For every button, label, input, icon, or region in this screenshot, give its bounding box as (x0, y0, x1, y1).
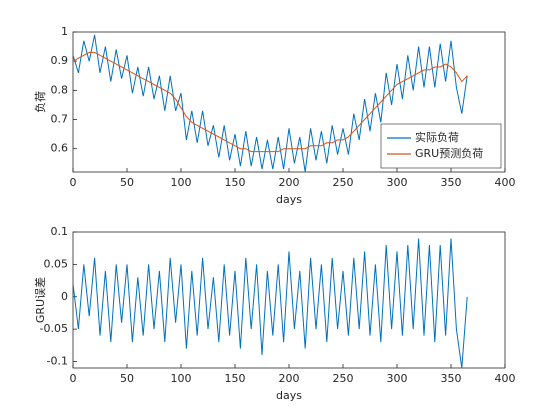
x-tick-label: 0 (70, 176, 77, 189)
y-tick-label: 0.8 (51, 83, 69, 96)
y-tick-label: 0.7 (51, 113, 69, 126)
y-tick-label: 0.6 (51, 142, 69, 155)
x-tick-label: 250 (333, 372, 354, 385)
x-tick-label: 50 (120, 176, 134, 189)
x-tick-label: 150 (225, 176, 246, 189)
x-tick-label: 0 (70, 372, 77, 385)
x-tick-label: 300 (387, 372, 408, 385)
x-tick-label: 400 (495, 372, 516, 385)
x-tick-label: 400 (495, 176, 516, 189)
series-line (73, 51, 468, 153)
legend-box (380, 123, 502, 169)
x-tick-label: 350 (441, 176, 462, 189)
x-tick-label: 100 (171, 372, 192, 385)
y-tick-label: -0.1 (47, 355, 68, 368)
series-line (73, 238, 468, 368)
y-tick-label: 0.9 (51, 54, 69, 67)
x-tick-label: 100 (171, 176, 192, 189)
y-axis-label: 负荷 (33, 91, 47, 113)
x-tick-label: 350 (441, 372, 462, 385)
y-tick-label: -0.05 (40, 322, 68, 335)
x-tick-label: 250 (333, 176, 354, 189)
legend-label: 实际负荷 (415, 130, 459, 144)
y-tick-label: 0.1 (51, 225, 69, 238)
x-tick-label: 200 (279, 372, 300, 385)
y-axis-label: GRU误差 (33, 277, 47, 323)
x-axis-label: days (276, 389, 302, 402)
x-tick-label: 200 (279, 176, 300, 189)
y-tick-label: 0 (61, 290, 68, 303)
x-tick-label: 50 (120, 372, 134, 385)
x-tick-label: 150 (225, 372, 246, 385)
y-tick-label: 1 (61, 25, 68, 38)
x-axis-label: days (276, 193, 302, 206)
x-tick-label: 300 (387, 176, 408, 189)
series-line (73, 34, 468, 172)
y-tick-label: 0.05 (44, 257, 69, 270)
legend-label: GRU预测负荷 (415, 146, 483, 160)
